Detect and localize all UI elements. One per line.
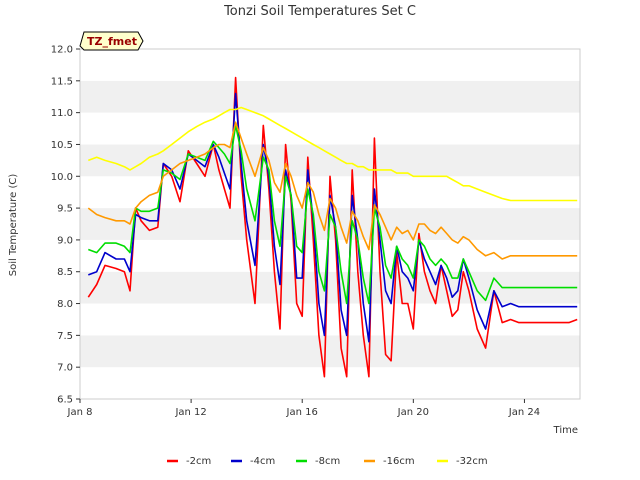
y-tick-label: 9.5 [57,204,73,215]
series-line [87,76,578,378]
x-tick-label: Jan 20 [397,407,429,418]
series-line [88,106,578,202]
chart-legend: -2cm -4cm -8cm -16cm -32cm [167,456,488,467]
grid-band [80,335,580,368]
y-tick-label: 11.5 [51,76,73,87]
y-tick-label: 7.0 [57,363,73,374]
grid-band [80,303,580,336]
y-axis: 6.5 7.0 7.5 8.0 8.5 9.0 9.5 10.0 10.5 11.0 11.5 12.… [51,45,80,406]
grid-band [80,49,580,81]
series-line [88,124,578,305]
site-label-background [79,31,144,51]
legend-label: -8cm [315,456,340,467]
y-tick-label: 6.5 [57,395,73,406]
chart-title: Tonzi Soil Temperatures Set C [223,4,416,19]
series-lines [87,76,578,378]
grid-band [80,367,580,399]
y-tick-label: 8.0 [57,299,73,310]
y-tick-label: 8.5 [57,267,73,278]
y-tick-label: 11.0 [51,108,73,119]
y-axis-label: Soil Temperature (C) [8,174,19,277]
legend-label: -16cm [383,456,415,467]
y-tick-label: 10.5 [51,140,73,151]
x-tick-label: Jan 16 [286,407,318,418]
grid-band [80,112,580,145]
series-line [88,92,578,343]
x-axis: Jan 8 Jan 12 Jan 16 Jan 20 Jan 24 [67,399,540,418]
grid-band [80,80,580,113]
site-label-text: TZ_fmet [87,35,137,48]
x-axis-label: Time [553,425,578,436]
legend-label: -32cm [456,456,488,467]
y-tick-label: 7.5 [57,331,73,342]
y-tick-label: 10.0 [51,172,73,183]
grid-band [80,239,580,272]
x-tick-label: Jan 24 [508,407,540,418]
grid-band [80,144,580,177]
y-tick-label: 9.0 [57,235,73,246]
y-tick-label: 12.0 [51,45,73,56]
plot-background-bands [80,49,580,399]
plot-area-frame [79,48,581,400]
legend-label: -4cm [250,456,275,467]
series-line [87,121,578,260]
legend-label: -2cm [186,456,211,467]
site-label-box: TZ_fmet [79,31,144,51]
x-tick-label: Jan 8 [67,407,93,418]
x-tick-label: Jan 12 [174,407,206,418]
